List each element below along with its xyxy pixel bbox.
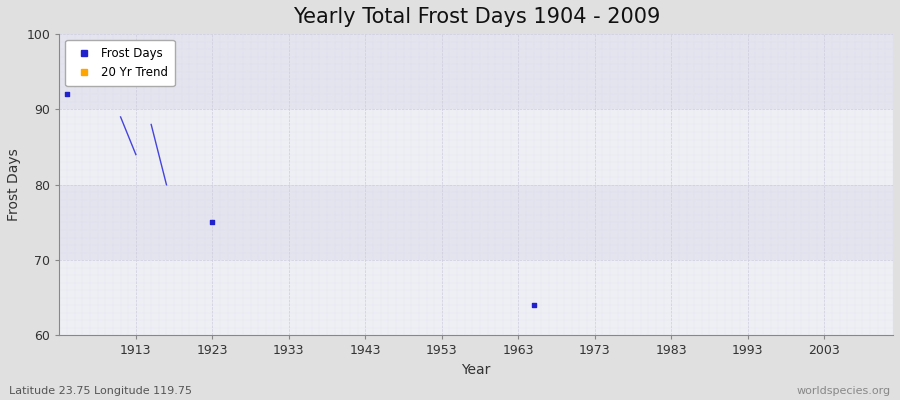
X-axis label: Year: Year xyxy=(462,363,490,377)
Bar xyxy=(59,185,893,260)
Bar xyxy=(59,34,893,110)
Title: Yearly Total Frost Days 1904 - 2009: Yearly Total Frost Days 1904 - 2009 xyxy=(292,7,660,27)
Text: Latitude 23.75 Longitude 119.75: Latitude 23.75 Longitude 119.75 xyxy=(9,386,192,396)
Bar xyxy=(59,260,893,336)
Point xyxy=(526,302,541,308)
Text: worldspecies.org: worldspecies.org xyxy=(796,386,891,396)
Point xyxy=(60,91,75,98)
Legend: Frost Days, 20 Yr Trend: Frost Days, 20 Yr Trend xyxy=(66,40,175,86)
Y-axis label: Frost Days: Frost Days xyxy=(7,148,21,221)
Bar xyxy=(59,110,893,185)
Point xyxy=(205,219,220,226)
